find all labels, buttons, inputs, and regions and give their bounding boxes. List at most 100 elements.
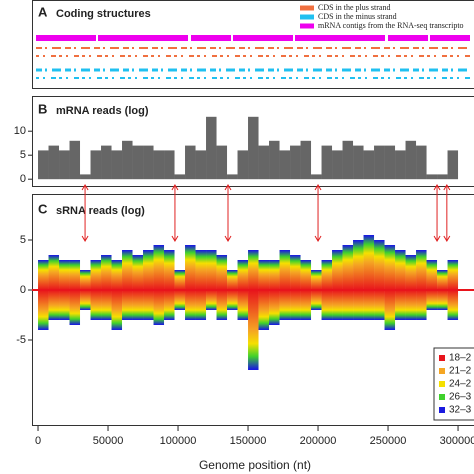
mrna-bar <box>395 150 406 180</box>
srna-bar <box>395 250 406 290</box>
mrna-bar <box>69 140 81 180</box>
mrna-bar <box>405 140 417 180</box>
srna-bar <box>332 290 343 320</box>
panel-b-frame <box>32 96 474 187</box>
mrna-bar <box>290 145 301 180</box>
srna-bar <box>227 270 238 290</box>
panel-letter: A <box>38 4 48 19</box>
legend-swatch <box>300 14 314 20</box>
srna-bar <box>101 255 112 290</box>
mrna-bar <box>269 140 280 180</box>
legend-label: 24–2 <box>449 379 472 390</box>
srna-bar <box>185 245 196 290</box>
srna-bar <box>426 290 438 310</box>
srna-bar <box>258 290 270 330</box>
arrow-head <box>224 184 232 242</box>
x-tick-label: 0 <box>35 435 41 447</box>
srna-bar <box>122 290 133 320</box>
srna-bar <box>153 245 165 290</box>
mrna-bar <box>80 174 91 180</box>
mrna-bar <box>143 145 154 180</box>
mrna-bar <box>101 145 112 180</box>
srna-bar <box>258 260 270 290</box>
srna-bar <box>311 270 322 290</box>
srna-bar <box>80 290 91 310</box>
srna-bar <box>248 290 259 370</box>
mrna-bar <box>437 174 448 180</box>
srna-bar <box>132 255 144 290</box>
srna-bar <box>122 250 133 290</box>
arrow-head <box>81 184 89 242</box>
srna-bar <box>237 260 249 290</box>
arrow-head <box>314 184 322 242</box>
srna-bar <box>174 290 186 310</box>
srna-bar <box>374 240 385 290</box>
srna-bar <box>195 290 207 320</box>
legend-label: mRNA contigs from the RNA-seq transcript… <box>318 21 464 30</box>
legend-swatch <box>439 381 445 387</box>
panel-letter: B <box>38 101 47 116</box>
legend-label: CDS in the minus strand <box>318 12 397 21</box>
mrna-bar <box>342 140 354 180</box>
srna-bar <box>269 260 280 290</box>
legend-label: 26–3 <box>449 392 472 403</box>
srna-bar <box>426 260 438 290</box>
srna-bar <box>69 290 81 325</box>
legend-label: 32–3 <box>449 405 472 416</box>
mrna-bar <box>311 174 322 180</box>
legend-swatch <box>439 355 445 361</box>
panel-title: mRNA reads (log) <box>56 105 149 117</box>
srna-bar <box>101 290 112 320</box>
legend-label: 18–2 <box>449 353 472 364</box>
srna-bar <box>279 250 291 290</box>
srna-bar <box>374 290 385 320</box>
legend-label: CDS in the plus strand <box>318 3 390 12</box>
srna-bar <box>48 255 60 290</box>
srna-bar <box>332 250 343 290</box>
srna-bar <box>416 250 427 290</box>
mrna-bar <box>300 140 312 180</box>
mrna-bar <box>111 150 123 180</box>
srna-bar <box>290 290 301 320</box>
srna-bar <box>38 290 49 330</box>
srna-bar <box>164 250 175 290</box>
mrna-bar <box>353 145 364 180</box>
srna-bar <box>38 260 49 290</box>
mrna-bar <box>363 150 375 180</box>
mrna-bar <box>195 150 207 180</box>
panel-title: sRNA reads (log) <box>56 205 145 217</box>
srna-bar <box>353 290 364 320</box>
y-tick-label: 0 <box>20 284 26 296</box>
legend-swatch <box>300 23 314 29</box>
arrow-head <box>443 184 451 242</box>
mrna-bar <box>332 150 343 180</box>
x-tick-label: 200000 <box>300 435 337 447</box>
x-tick-label: 250000 <box>370 435 407 447</box>
mrna-bar <box>321 145 333 180</box>
mrna-bar <box>164 150 175 180</box>
srna-bar <box>90 260 102 290</box>
srna-bar <box>353 240 364 290</box>
srna-bar <box>143 290 154 320</box>
srna-bar <box>447 260 459 290</box>
srna-bar <box>437 290 448 310</box>
mrna-bar <box>426 174 438 180</box>
legend-swatch <box>439 368 445 374</box>
mrna-bar <box>216 145 228 180</box>
x-axis-label: Genome position (nt) <box>199 458 311 472</box>
mrna-bar <box>153 150 165 180</box>
mrna-bar <box>447 150 459 180</box>
x-tick-label: 150000 <box>230 435 267 447</box>
srna-bar <box>132 290 144 320</box>
srna-bar <box>279 290 291 320</box>
srna-bar <box>311 290 322 310</box>
srna-bar <box>174 270 186 290</box>
srna-bar <box>321 260 333 290</box>
y-tick-label: 0 <box>20 173 26 185</box>
srna-bar <box>237 290 249 320</box>
mrna-bar <box>227 174 238 180</box>
srna-bar <box>185 290 196 320</box>
legend-swatch <box>439 394 445 400</box>
srna-bar <box>216 255 228 290</box>
